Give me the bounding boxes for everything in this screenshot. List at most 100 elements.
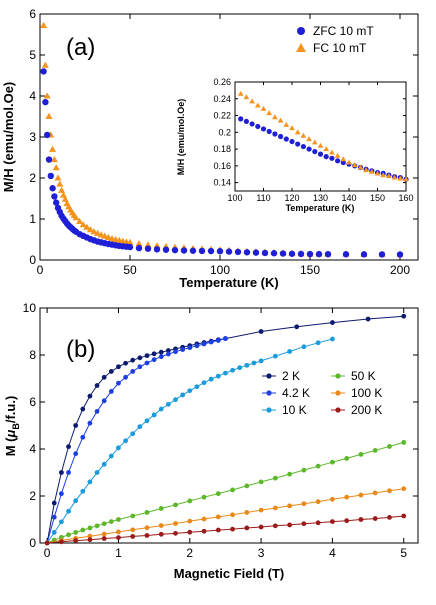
panel-b-point-200k bbox=[358, 517, 364, 522]
panel-b-point-10k bbox=[194, 384, 200, 390]
panel-b-point-50k bbox=[215, 491, 221, 497]
inset-x-tick-label: 160 bbox=[398, 193, 413, 203]
panel-b-point-50k bbox=[73, 530, 79, 535]
panel-a-zfc-point bbox=[42, 98, 49, 106]
panel-b-point-4-2k bbox=[101, 398, 107, 404]
panel-b-point-4-2k bbox=[215, 338, 221, 343]
inset-x-axis-label: Temperature (K) bbox=[286, 203, 355, 213]
panel-b-point-2k bbox=[101, 374, 107, 380]
panel-b-point-100k bbox=[244, 510, 250, 515]
panel-b-point-2k bbox=[144, 353, 150, 359]
panel-b-point-200k bbox=[301, 521, 307, 527]
panel-a-zfc-point bbox=[45, 156, 53, 163]
panel-b-point-2k bbox=[123, 360, 128, 366]
panel-b-point-50k bbox=[372, 448, 378, 453]
panel-b-point-2k bbox=[258, 329, 264, 334]
panel-b-point-10k bbox=[158, 406, 164, 412]
panel-b-point-100k bbox=[215, 514, 221, 520]
inset-fc-point bbox=[391, 174, 398, 180]
panel-b-x-tick-label: 4 bbox=[329, 546, 336, 560]
panel-b-point-4-2k bbox=[116, 380, 121, 386]
panel-a-zfc-point bbox=[144, 245, 152, 252]
panel-b-point-10k bbox=[108, 453, 114, 459]
inset-fc-point bbox=[363, 167, 369, 173]
panel-b-point-100k bbox=[301, 501, 307, 507]
inset-y-tick-label: 0.16 bbox=[213, 161, 231, 171]
panel-a-fc-point bbox=[54, 174, 62, 181]
panel-b-point-2k bbox=[130, 357, 136, 363]
panel-a-y-tick-label: 1 bbox=[29, 212, 36, 226]
panel-b-point-100k bbox=[158, 523, 164, 529]
inset-fc-point bbox=[368, 168, 375, 174]
panel-a-fc-point bbox=[43, 92, 51, 99]
panel-b-point-10k bbox=[58, 519, 64, 525]
inset-zfc-point bbox=[243, 118, 249, 125]
panel-b-point-4-2k bbox=[137, 364, 143, 370]
legend-marker-4-2k bbox=[266, 390, 272, 396]
panel-b-point-4-2k bbox=[151, 357, 157, 363]
panel-a-y-axis-label: M/H (emu/mol.Oe) bbox=[1, 82, 16, 193]
panel-b-line-2k bbox=[46, 315, 404, 544]
panel-a-y-tick-label: 4 bbox=[29, 89, 36, 103]
panel-b-point-200k bbox=[201, 528, 207, 534]
panel-b-point-10k bbox=[244, 362, 250, 368]
panel-a-fc-point bbox=[45, 112, 53, 120]
legend-marker-100k bbox=[335, 390, 341, 396]
panel-a-fc-point bbox=[90, 228, 98, 235]
inset-fc-point bbox=[254, 102, 261, 108]
panel-b-point-100k bbox=[358, 492, 364, 498]
panel-b-point-50k bbox=[344, 456, 350, 461]
inset-fc-point bbox=[323, 146, 330, 152]
inset-fc-point bbox=[380, 172, 387, 178]
panel-b-y-axis-label: M (μB/f.u.) bbox=[3, 396, 21, 457]
panel-b-point-100k bbox=[372, 490, 378, 496]
panel-b-point-200k bbox=[58, 539, 64, 545]
panel-b-point-200k bbox=[187, 529, 193, 535]
panel-b-point-4-2k bbox=[173, 349, 178, 355]
panel-b-point-4-2k bbox=[208, 339, 214, 345]
panel-b-point-2k bbox=[330, 320, 335, 325]
panel-a-zfc-point bbox=[171, 246, 179, 254]
panel-b-point-2k bbox=[365, 316, 371, 322]
inset-fc-point bbox=[317, 142, 324, 148]
panel-b-point-100k bbox=[387, 488, 392, 494]
panel-b-point-10k bbox=[180, 392, 186, 398]
panel-b-point-4-2k bbox=[108, 389, 114, 394]
panel-a-fc-point bbox=[79, 221, 87, 228]
inset-zfc-point bbox=[249, 121, 255, 127]
panel-b-point-4-2k bbox=[158, 354, 164, 360]
inset-zfc-point bbox=[278, 133, 284, 140]
inset-zfc-point bbox=[317, 151, 324, 157]
panel-a-zfc-point bbox=[180, 247, 188, 254]
panel-a-fc-point bbox=[41, 61, 49, 68]
panel-b-x-tick-label: 2 bbox=[186, 546, 193, 560]
panel-b-x-axis-label: Magnetic Field (T) bbox=[174, 566, 285, 581]
panel-a-x-axis-label: Temperature (K) bbox=[179, 275, 278, 290]
panel-b-point-4-2k bbox=[66, 470, 71, 475]
panel-b-point-200k bbox=[330, 519, 335, 525]
legend-label-fc: FC 10 mT bbox=[313, 41, 367, 55]
panel-a-zfc-point bbox=[297, 250, 305, 258]
inset-zfc-point bbox=[238, 116, 244, 122]
panel-b-point-4-2k bbox=[123, 374, 128, 380]
panel-b-point-100k bbox=[344, 494, 350, 500]
inset-fc-point bbox=[340, 156, 347, 162]
panel-b-point-50k bbox=[401, 440, 407, 445]
inset-zfc-point bbox=[295, 141, 301, 147]
inset-zfc-point bbox=[289, 138, 295, 145]
panel-b-point-100k bbox=[87, 533, 93, 539]
panel-b-point-50k bbox=[187, 498, 193, 504]
panel-b-point-4-2k bbox=[194, 343, 200, 349]
inset-zfc-point bbox=[335, 158, 341, 164]
panel-b-point-100k bbox=[187, 518, 193, 524]
panel-b-point-100k bbox=[173, 521, 178, 526]
inset-fc-point bbox=[334, 152, 341, 158]
legend-label-100k: 100 K bbox=[351, 386, 382, 400]
panel-b-point-100k bbox=[130, 527, 136, 533]
panel-a-zfc-point bbox=[47, 172, 54, 180]
panel-b-point-2k bbox=[165, 348, 171, 353]
inset-zfc-point bbox=[306, 146, 312, 152]
panel-b-point-10k bbox=[173, 397, 178, 403]
panel-b-point-200k bbox=[173, 530, 178, 536]
panel-b-point-10k bbox=[130, 431, 136, 437]
